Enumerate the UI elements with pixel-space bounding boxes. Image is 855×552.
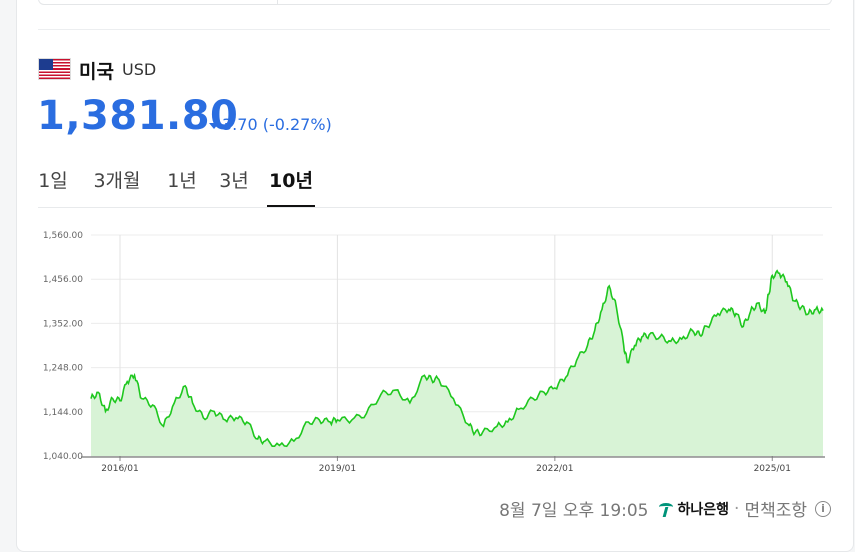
tabs-divider [38,207,832,208]
tab-1y[interactable]: 1년 [167,170,197,192]
tab-3m[interactable]: 3개월 [93,170,141,192]
hana-bank-logo-icon [657,500,675,518]
y-tick-label: 1,560.00 [43,231,83,241]
chart-area [91,270,823,456]
x-tick-label: 2019/01 [319,464,356,474]
exchange-rate-value: 1,381.80 [37,93,239,139]
search-box-divider [277,0,278,4]
y-tick-label: 1,248.00 [43,364,83,374]
x-tick-label: 2016/01 [101,464,138,474]
provider-name: 하나은행 [677,501,730,518]
update-timestamp: 8월 7일 오후 19:05 [499,501,649,521]
y-tick-label: 1,456.00 [43,275,83,285]
tab-1d[interactable]: 1일 [38,170,68,192]
tab-10y[interactable]: 10년 [267,163,315,207]
y-tick-label: 1,352.00 [43,319,83,329]
exchange-rate-card [16,0,854,552]
x-tick-label: 2025/01 [754,464,791,474]
y-tick-label: 1,144.00 [43,408,83,418]
bank-provider: 하나은행 [657,499,730,519]
header-divider [38,29,830,30]
us-flag-icon [38,58,71,80]
x-tick-label: 2022/01 [536,464,573,474]
exchange-rate-chart: 1,560.00 1,456.00 1,352.00 1,248.00 1,144.00… [43,231,825,474]
period-tabs: 1일 3개월 1년 3년 10년 [38,163,315,207]
info-icon[interactable]: i [815,500,831,517]
down-arrow-icon [209,123,219,129]
y-tick-label: 1,040.00 [43,452,83,462]
country-name: 미국 [79,61,114,83]
chart-line [90,269,824,448]
disclaimer-link[interactable]: 면책조항 [744,501,807,521]
footer-dot: · [734,498,740,519]
rate-change-value: 3.70 (-0.27%) [222,115,332,134]
rate-change: 3.70 (-0.27%) [209,115,332,134]
currency-code: USD [122,60,157,79]
chart-footer: 8월 7일 오후 19:05 하나은행 · 면책조항 i [499,496,831,521]
tab-3y[interactable]: 3년 [219,170,249,192]
